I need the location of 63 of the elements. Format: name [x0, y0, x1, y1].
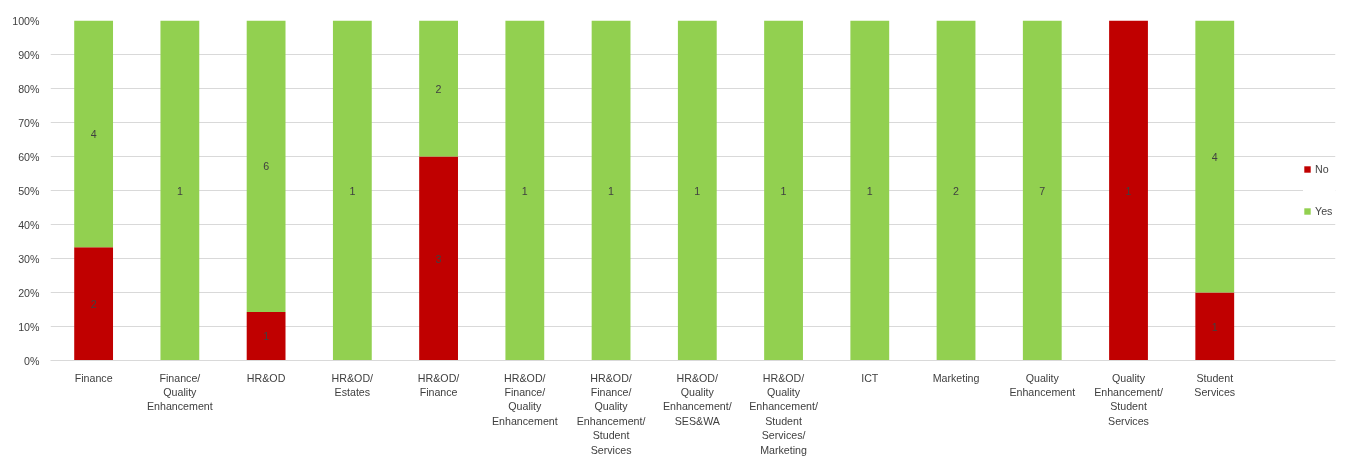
bar	[160, 20, 200, 361]
y-tick-label: 50%	[18, 184, 41, 197]
x-tick-label: Quality Enhancement	[1009, 371, 1076, 398]
y-tick-label: 10%	[18, 320, 41, 333]
x-tick-label: Quality Enhancement/Student Services	[1094, 371, 1163, 427]
x-tick-label: HR&OD/Finance/Quality Enhancement/Student Services	[576, 371, 646, 456]
x-tick-label: ICT	[861, 371, 879, 384]
bar	[764, 20, 803, 361]
annotation: 2	[435, 82, 442, 95]
bar	[74, 20, 114, 248]
annotation: 3	[435, 252, 442, 265]
bar	[74, 247, 114, 361]
x-tick-label: Finance	[74, 371, 113, 384]
bar	[246, 311, 286, 361]
y-tick-label: 30%	[18, 252, 41, 265]
x-tick-label: Marketing	[932, 371, 980, 384]
x-tick-label: HR&OD/Quality Enhancement/SES&WA	[662, 371, 732, 427]
annotation: 1	[608, 184, 615, 197]
annotation: 1	[694, 184, 701, 197]
y-tick-label: 80%	[18, 82, 41, 95]
x-tick-label: HR&OD/Finance/Quality Enhancement	[491, 371, 558, 427]
legend-label: No	[1315, 163, 1330, 175]
bar	[505, 20, 545, 361]
x-tick-label: Student Services	[1194, 371, 1236, 398]
x-tick-label: Finance/Quality Enhancement	[146, 371, 213, 413]
y-tick-label: 0%	[24, 354, 41, 367]
annotation: 7	[1039, 184, 1046, 197]
bar	[1195, 20, 1235, 293]
annotation: 1	[866, 184, 873, 197]
annotation: 1	[521, 184, 528, 197]
annotation: 1	[780, 184, 787, 197]
bar	[419, 20, 458, 157]
x-tick-label: HR&OD	[246, 371, 286, 384]
y-tick-label: 90%	[18, 48, 41, 61]
bar	[332, 20, 372, 361]
annotation: 1	[349, 184, 356, 197]
annotation: 2	[953, 184, 960, 197]
annotation: 1	[1211, 320, 1218, 333]
bar	[936, 20, 976, 361]
annotation: 4	[90, 127, 97, 140]
annotation: 1	[1125, 184, 1132, 197]
bar	[1195, 292, 1235, 361]
legend-label: Yes	[1315, 205, 1334, 217]
bar	[591, 20, 631, 361]
y-tick-label: 40%	[18, 218, 41, 231]
y-tick-label: 20%	[18, 286, 41, 299]
bar	[1022, 20, 1062, 361]
bar	[419, 156, 458, 361]
x-tick-label: HR&OD/Estates	[331, 371, 374, 398]
annotation: 4	[1211, 150, 1218, 163]
annotation: 1	[263, 330, 270, 343]
y-tick-label: 100%	[12, 14, 41, 27]
y-tick-label: 70%	[18, 116, 41, 129]
y-tick-label: 60%	[18, 150, 41, 163]
bar	[1109, 20, 1148, 361]
annotation: 2	[90, 297, 97, 310]
x-tick-label: HR&OD/Quality Enhancement/Student Services/Marketing	[749, 371, 818, 456]
annotation: 1	[176, 184, 183, 197]
annotation: 6	[263, 160, 270, 173]
bar	[246, 20, 286, 312]
bar	[850, 20, 890, 361]
bar	[677, 20, 717, 361]
x-tick-label: HR&OD/Finance	[417, 371, 460, 398]
